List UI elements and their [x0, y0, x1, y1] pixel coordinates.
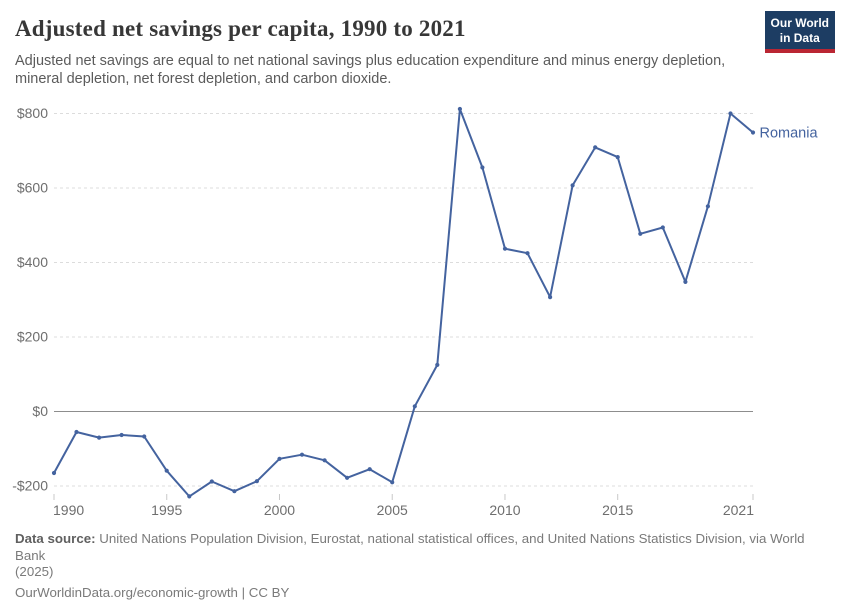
y-axis-tick-label: $600	[17, 180, 48, 196]
data-point-marker	[503, 247, 507, 251]
data-point-marker	[142, 434, 146, 438]
owid-logo-line2: in Data	[771, 31, 829, 46]
x-axis-tick-label: 2005	[377, 502, 408, 518]
data-point-marker	[165, 469, 169, 473]
y-axis-tick-label: $0	[32, 403, 48, 419]
data-point-marker	[683, 280, 687, 284]
data-point-marker	[345, 476, 349, 480]
y-axis-tick-label: -$200	[12, 478, 48, 494]
data-point-marker	[390, 480, 394, 484]
data-source-line: Data source: United Nations Population D…	[15, 531, 835, 581]
data-point-marker	[323, 458, 327, 462]
data-point-marker	[187, 494, 191, 498]
x-axis-tick-label: 1995	[151, 502, 182, 518]
data-point-marker	[52, 471, 56, 475]
data-source-label: Data source:	[15, 531, 96, 546]
owid-logo-line1: Our World	[771, 16, 829, 31]
data-point-marker	[616, 155, 620, 159]
data-point-marker	[413, 404, 417, 408]
data-point-marker	[571, 183, 575, 187]
x-axis-tick-label: 1990	[53, 502, 84, 518]
data-point-marker	[232, 489, 236, 493]
y-axis-tick-label: $800	[17, 105, 48, 121]
data-source-text: United Nations Population Division, Euro…	[15, 531, 805, 579]
data-point-marker	[525, 251, 529, 255]
data-point-marker	[480, 165, 484, 169]
data-point-marker	[120, 433, 124, 437]
y-axis-tick-label: $400	[17, 254, 48, 270]
y-axis-tick-label: $200	[17, 329, 48, 345]
data-point-marker	[638, 232, 642, 236]
data-point-marker	[368, 467, 372, 471]
x-axis-tick-label: 2021	[723, 502, 754, 518]
data-point-marker	[593, 145, 597, 149]
data-point-marker	[458, 107, 462, 111]
data-point-marker	[706, 204, 710, 208]
data-point-marker	[210, 479, 214, 483]
data-point-marker	[97, 436, 101, 440]
series-end-label: Romania	[760, 125, 819, 141]
license-line[interactable]: OurWorldinData.org/economic-growth | CC …	[15, 585, 835, 601]
data-point-marker	[728, 111, 732, 115]
page-title: Adjusted net savings per capita, 1990 to…	[15, 16, 835, 42]
data-point-marker	[435, 363, 439, 367]
x-axis-tick-label: 2010	[489, 502, 520, 518]
chart-subtitle: Adjusted net savings are equal to net na…	[15, 53, 763, 88]
series-line	[54, 109, 753, 496]
data-point-marker	[300, 453, 304, 457]
data-point-marker	[255, 479, 259, 483]
owid-logo[interactable]: Our World in Data	[765, 11, 835, 53]
data-point-marker	[548, 295, 552, 299]
line-chart: -$200 $0 $200 $400 $600 $800 1990 1995 2000 2005 2…	[0, 90, 850, 530]
data-point-marker	[661, 225, 665, 229]
x-axis-tick-label: 2000	[264, 502, 295, 518]
data-point-marker	[74, 430, 78, 434]
chart-footer: Data source: United Nations Population D…	[15, 531, 835, 601]
data-point-marker	[277, 457, 281, 461]
data-point-marker	[751, 130, 755, 134]
chart-header: Adjusted net savings per capita, 1990 to…	[0, 0, 850, 88]
x-axis-tick-label: 2015	[602, 502, 633, 518]
